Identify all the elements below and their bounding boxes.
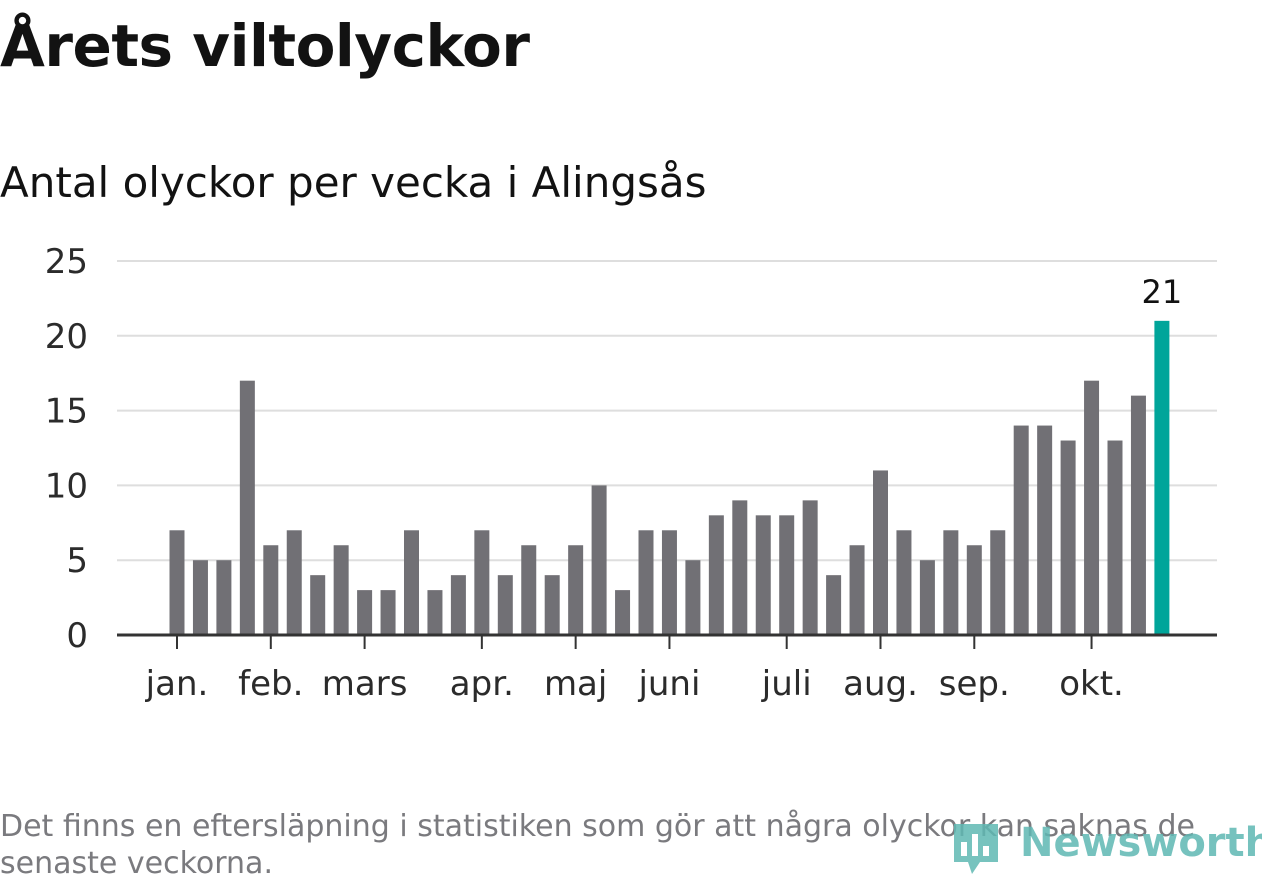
x-tick-label: maj [544,664,607,704]
bar-chart: 0 5 10 15 20 25 jan. feb. mars apr. maj juni juli au… [45,242,1217,704]
logo-chart-icon [954,824,998,874]
bar [568,545,584,635]
x-tick-label: jan. [145,664,209,704]
bar [826,575,842,635]
x-tick-label: juni [637,664,700,704]
x-tick-label: juli [761,664,812,704]
data-labels: 21 [1142,273,1183,311]
x-tick-label: aug. [843,664,918,704]
x-tick-label: feb. [238,664,303,704]
bar [943,530,959,635]
bar [919,560,935,635]
bar [873,470,888,635]
bar-highlight [1154,320,1170,635]
bar [1130,395,1146,635]
bar [474,530,490,635]
bar [638,530,654,635]
bar [310,575,326,635]
y-tick-label: 0 [66,616,88,656]
bar [192,560,208,635]
bar [661,530,677,635]
bar [591,485,607,635]
logo-text: Newsworthy [1020,820,1262,866]
grid-lines [117,260,1217,562]
bar [990,530,1006,635]
y-tick-label: 20 [45,317,88,357]
bar [615,590,631,635]
x-tick-label: sep. [939,664,1010,704]
bar [497,575,513,635]
y-tick-label: 10 [45,466,88,506]
y-tick-label: 5 [66,541,88,581]
bar [1084,380,1100,635]
bar [286,530,302,635]
y-tick-label: 15 [45,392,88,432]
bar [169,530,185,635]
bar [755,515,771,635]
bar [802,500,818,635]
x-tick-label: mars [322,664,408,704]
y-axis-ticks: 0 5 10 15 20 25 [45,242,88,656]
bar [732,500,748,635]
chart-title: Årets viltolyckor [0,12,530,80]
bar [357,590,373,635]
bar [1107,440,1123,635]
bar [333,545,349,635]
data-label: 21 [1142,273,1183,311]
bar [708,515,724,635]
bar [544,575,560,635]
x-tick-label: apr. [450,664,514,704]
bar [685,560,701,635]
bar [1060,440,1076,635]
bar [1013,425,1029,635]
bar [966,545,982,635]
bars [169,320,1170,635]
x-tick-label: okt. [1059,664,1124,704]
bar [239,380,255,635]
bar [427,590,443,635]
x-axis-ticks: jan. feb. mars apr. maj juni juli aug. sep. okt. [145,635,1124,704]
chart-subtitle: Antal olyckor per vecka i Alingsås [0,158,707,207]
bar [216,560,232,635]
bar [450,575,466,635]
bar [521,545,537,635]
bar [404,530,419,635]
bar [1037,425,1053,635]
bar [896,530,912,635]
bar [380,590,396,635]
bar [263,545,279,635]
bar [779,515,795,635]
y-tick-label: 25 [45,242,88,282]
newsworthy-logo: Newsworthy [950,818,1262,878]
bar [849,545,865,635]
